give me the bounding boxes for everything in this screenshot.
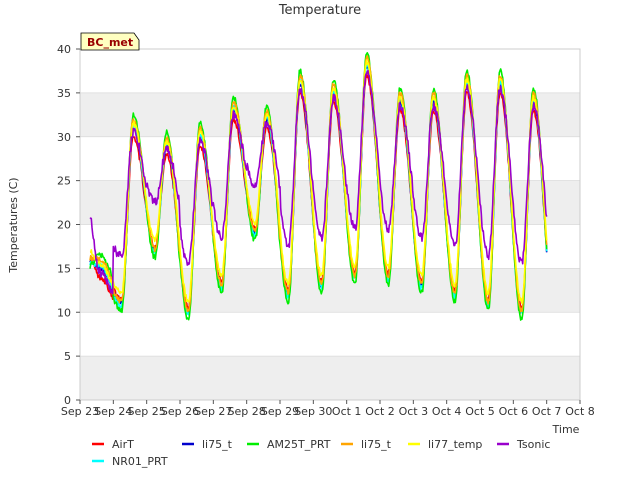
x-tick-label: Oct 1: [332, 405, 362, 418]
legend-label: AirT: [112, 438, 134, 451]
plot-band: [80, 268, 580, 313]
x-axis-label: Time: [552, 423, 580, 436]
x-tick-label: Oct 8: [565, 405, 595, 418]
y-tick-label: 0: [64, 394, 71, 407]
legend-item: AirT: [92, 438, 134, 451]
y-tick-label: 15: [57, 262, 71, 275]
x-tick-label: Oct 7: [532, 405, 562, 418]
plot-band: [80, 180, 580, 225]
x-tick-label: Oct 4: [432, 405, 462, 418]
y-tick-label: 30: [57, 131, 71, 144]
y-tick-label: 5: [64, 350, 71, 363]
y-tick-label: 25: [57, 175, 71, 188]
legend-item: Tsonic: [497, 438, 550, 451]
series-line-li77-temp: [89, 59, 548, 305]
legend-label: AM25T_PRT: [267, 438, 331, 451]
site-label-badge: BC_met: [80, 32, 140, 51]
legend-label: li75_t: [361, 438, 392, 451]
legend: AirT li75_t AM25T_PRT li75_t li77_temp Tsonic…: [92, 438, 550, 468]
y-tick-label: 35: [57, 87, 71, 100]
y-tick-label: 20: [57, 219, 71, 232]
x-tick-label: Sep 27: [194, 405, 232, 418]
legend-label: NR01_PRT: [112, 455, 168, 468]
y-tick-label: 40: [57, 43, 71, 56]
legend-label: Tsonic: [516, 438, 550, 451]
legend-item: li75_t: [341, 438, 392, 451]
legend-label: li75_t: [202, 438, 233, 451]
site-label-box: [80, 32, 140, 51]
x-tick-label: Sep 28: [228, 405, 266, 418]
site-label-text: BC_met: [87, 36, 133, 49]
chart-title: Temperature: [278, 3, 361, 18]
x-tick-label: Sep 24: [94, 405, 132, 418]
x-tick-label: Oct 3: [399, 405, 429, 418]
x-tick-label: Sep 26: [161, 405, 199, 418]
y-tick-label: 10: [57, 306, 71, 319]
legend-item: li77_temp: [408, 438, 482, 451]
x-tick-label: Oct 5: [465, 405, 495, 418]
x-tick-label: Sep 30: [294, 405, 332, 418]
x-tick-label: Sep 29: [261, 405, 299, 418]
x-tick-label: Sep 25: [128, 405, 166, 418]
x-tick-label: Oct 2: [365, 405, 395, 418]
legend-item: NR01_PRT: [92, 455, 168, 468]
legend-label: li77_temp: [428, 438, 482, 451]
plot-band: [80, 356, 580, 400]
x-tick-label: Sep 23: [61, 405, 99, 418]
legend-item: li75_t: [182, 438, 233, 451]
series-line-tsonic: [89, 69, 548, 295]
series-lines: [89, 51, 548, 321]
legend-item: AM25T_PRT: [247, 438, 331, 451]
y-axis-label: Temperatures (C): [7, 177, 20, 273]
x-tick-label: Oct 6: [499, 405, 529, 418]
